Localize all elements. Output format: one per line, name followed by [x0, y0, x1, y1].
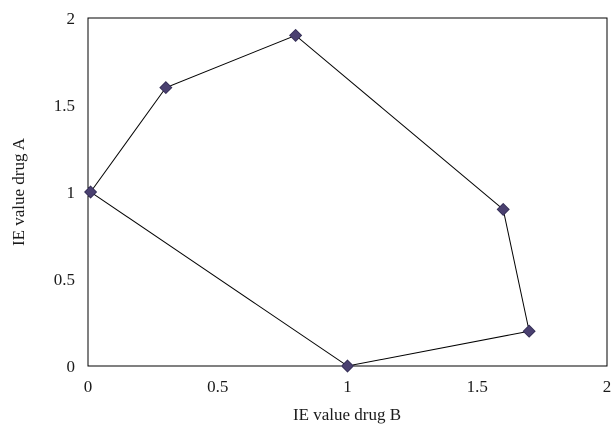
x-axis-label: IE value drug B — [293, 405, 401, 424]
y-tick-label: 0 — [67, 357, 76, 376]
x-tick-label: 2 — [603, 377, 612, 396]
data-point — [84, 185, 98, 199]
plot-area — [87, 17, 608, 367]
data-point — [340, 359, 355, 373]
x-tick-label: 0 — [84, 377, 93, 396]
y-tick-label: 2 — [67, 9, 76, 28]
y-tick-label: 1 — [67, 183, 76, 202]
data-point — [159, 81, 173, 95]
data-point — [496, 202, 510, 216]
x-tick-label: 1 — [343, 377, 352, 396]
y-tick-label: 0.5 — [54, 270, 75, 289]
y-axis-label: IE value drug A — [9, 137, 28, 246]
data-point — [522, 324, 536, 338]
x-axis-ticks: 0 0.5 1 1.5 2 — [84, 377, 612, 396]
y-tick-label: 1.5 — [54, 96, 75, 115]
x-tick-label: 0.5 — [207, 377, 228, 396]
y-axis-ticks: 0 0.5 1 1.5 2 — [54, 9, 75, 376]
series-line-group — [89, 34, 530, 367]
x-tick-label: 1.5 — [467, 377, 488, 396]
series-line — [89, 34, 530, 367]
data-point — [289, 28, 303, 42]
series-points-group — [84, 28, 536, 373]
